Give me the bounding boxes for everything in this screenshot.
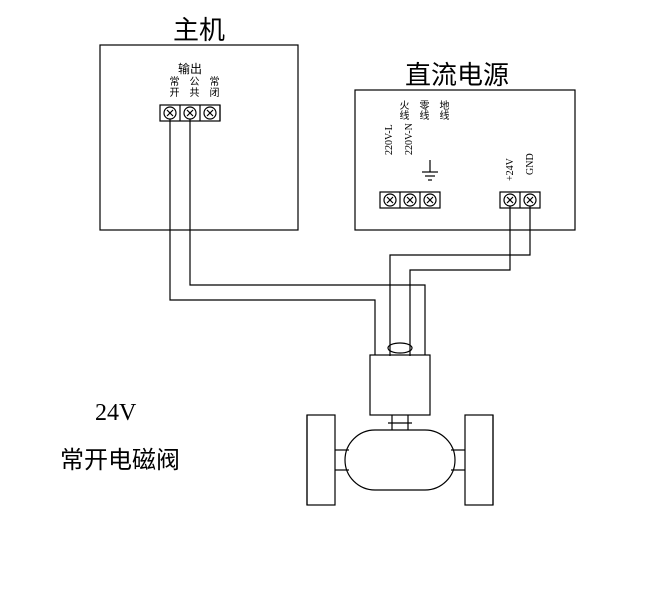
dc-power-title: 直流电源 xyxy=(405,55,509,92)
term-label-com: 公共 xyxy=(185,76,200,98)
gnd-label: GND xyxy=(525,153,536,175)
ac-live-label: 220V-L xyxy=(384,124,395,155)
host-title: 主机 xyxy=(173,10,225,47)
output-label: 输出 xyxy=(178,60,202,77)
term-label-no: 常开 xyxy=(165,76,180,98)
ac-neutral-label: 220V-N xyxy=(404,123,415,155)
valve-voltage-label: 24V xyxy=(95,400,136,427)
valve-type-label: 常开电磁阀 xyxy=(60,440,180,475)
pos24v-label: +24V xyxy=(505,158,516,181)
term-label-nc: 常闭 xyxy=(205,76,220,98)
ground-cn-label: 地线 xyxy=(435,100,450,120)
wiring-diagram xyxy=(0,0,653,600)
neutral-cn-label: 零线 xyxy=(415,100,430,120)
live-cn-label: 火线 xyxy=(395,100,410,120)
